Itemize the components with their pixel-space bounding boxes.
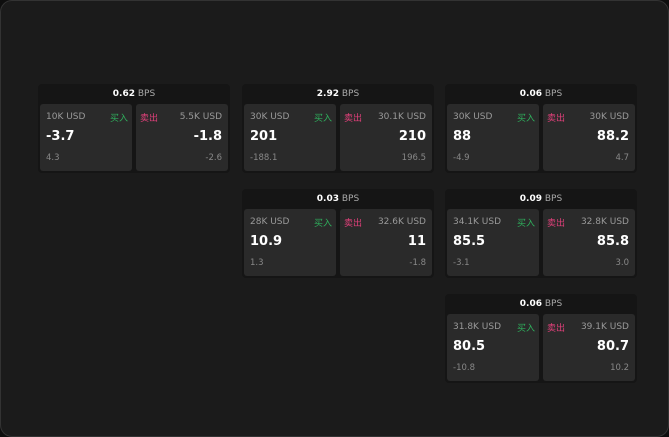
sell-quantity: 5.5K USD — [179, 112, 222, 122]
spread-header: 0.06 BPS — [445, 294, 637, 314]
buy-label: 买入 — [313, 114, 332, 124]
buy-label: 买入 — [516, 114, 535, 124]
sell-quantity: 30K USD — [589, 112, 629, 122]
spread-unit: BPS — [544, 299, 563, 309]
buy-price: 80.5 — [453, 339, 486, 354]
quote-card: 0.06 BPS 30K USD 买入 88 -4.9 卖出 30K USD 8… — [445, 84, 637, 173]
quote-card: 2.92 BPS 30K USD 买入 201 -188.1 卖出 30.1K … — [242, 84, 434, 173]
spread-unit: BPS — [341, 89, 360, 99]
sell-price: 85.8 — [596, 234, 629, 249]
buy-panel[interactable]: 10K USD 买入 -3.7 4.3 — [40, 104, 132, 171]
spread-unit: BPS — [341, 194, 360, 204]
sell-price: 11 — [407, 234, 426, 249]
sell-change: -2.6 — [205, 153, 222, 163]
sell-quantity: 32.6K USD — [377, 217, 426, 227]
spread-value: 2.92 — [316, 89, 339, 99]
spread-unit: BPS — [544, 194, 563, 204]
sell-price: 80.7 — [596, 339, 629, 354]
spread-value: 0.06 — [519, 299, 542, 309]
buy-panel[interactable]: 31.8K USD 买入 80.5 -10.8 — [447, 314, 539, 381]
sell-price: 88.2 — [596, 129, 629, 144]
buy-price: 88 — [453, 129, 472, 144]
spread-header: 0.06 BPS — [445, 84, 637, 104]
buy-panel[interactable]: 34.1K USD 买入 85.5 -3.1 — [447, 209, 539, 276]
buy-change: -188.1 — [250, 153, 278, 163]
sell-panel[interactable]: 卖出 32.6K USD 11 -1.8 — [340, 209, 432, 276]
sell-panel[interactable]: 卖出 30.1K USD 210 196.5 — [340, 104, 432, 171]
sell-quantity: 39.1K USD — [580, 322, 629, 332]
buy-price: 85.5 — [453, 234, 486, 249]
spread-value: 0.62 — [112, 89, 135, 99]
sell-quantity: 30.1K USD — [377, 112, 426, 122]
sell-label: 卖出 — [547, 219, 566, 229]
spread-value: 0.06 — [519, 89, 542, 99]
spread-header: 0.03 BPS — [242, 189, 434, 209]
sell-change: 196.5 — [401, 153, 426, 163]
buy-quantity: 30K USD — [453, 112, 493, 122]
buy-quantity: 31.8K USD — [453, 322, 502, 332]
spread-header: 0.62 BPS — [38, 84, 230, 104]
sell-label: 卖出 — [140, 114, 159, 124]
sell-panel[interactable]: 卖出 39.1K USD 80.7 10.2 — [543, 314, 635, 381]
spread-value: 0.03 — [316, 194, 339, 204]
sell-panel[interactable]: 卖出 5.5K USD -1.8 -2.6 — [136, 104, 228, 171]
sell-price: -1.8 — [193, 129, 222, 144]
spread-unit: BPS — [137, 89, 156, 99]
sell-label: 卖出 — [344, 219, 363, 229]
buy-label: 买入 — [109, 114, 128, 124]
quote-card: 0.06 BPS 31.8K USD 买入 80.5 -10.8 卖出 39.1… — [445, 294, 637, 383]
buy-change: 1.3 — [250, 258, 264, 268]
spread-value: 0.09 — [519, 194, 542, 204]
sell-change: 10.2 — [610, 363, 629, 373]
buy-label: 买入 — [516, 219, 535, 229]
spread-header: 2.92 BPS — [242, 84, 434, 104]
spread-header: 0.09 BPS — [445, 189, 637, 209]
buy-panel[interactable]: 30K USD 买入 201 -188.1 — [244, 104, 336, 171]
buy-price: 10.9 — [250, 234, 283, 249]
sell-panel[interactable]: 卖出 30K USD 88.2 4.7 — [543, 104, 635, 171]
sell-label: 卖出 — [547, 114, 566, 124]
quote-card: 0.03 BPS 28K USD 买入 10.9 1.3 卖出 32.6K US… — [242, 189, 434, 278]
buy-quantity: 28K USD — [250, 217, 290, 227]
buy-price: 201 — [250, 129, 278, 144]
quote-card: 0.62 BPS 10K USD 买入 -3.7 4.3 卖出 5.5K USD… — [38, 84, 230, 173]
quote-card: 0.09 BPS 34.1K USD 买入 85.5 -3.1 卖出 32.8K… — [445, 189, 637, 278]
buy-quantity: 34.1K USD — [453, 217, 502, 227]
buy-change: -3.1 — [453, 258, 470, 268]
buy-change: 4.3 — [46, 153, 60, 163]
buy-quantity: 10K USD — [46, 112, 86, 122]
sell-panel[interactable]: 卖出 32.8K USD 85.8 3.0 — [543, 209, 635, 276]
buy-change: -4.9 — [453, 153, 470, 163]
buy-label: 买入 — [516, 324, 535, 334]
sell-change: 3.0 — [615, 258, 629, 268]
buy-label: 买入 — [313, 219, 332, 229]
sell-change: 4.7 — [615, 153, 629, 163]
sell-label: 卖出 — [547, 324, 566, 334]
buy-panel[interactable]: 28K USD 买入 10.9 1.3 — [244, 209, 336, 276]
sell-label: 卖出 — [344, 114, 363, 124]
buy-change: -10.8 — [453, 363, 475, 373]
sell-change: -1.8 — [409, 258, 426, 268]
buy-price: -3.7 — [46, 129, 75, 144]
buy-quantity: 30K USD — [250, 112, 290, 122]
spread-unit: BPS — [544, 89, 563, 99]
sell-quantity: 32.8K USD — [580, 217, 629, 227]
sell-price: 210 — [398, 129, 426, 144]
buy-panel[interactable]: 30K USD 买入 88 -4.9 — [447, 104, 539, 171]
